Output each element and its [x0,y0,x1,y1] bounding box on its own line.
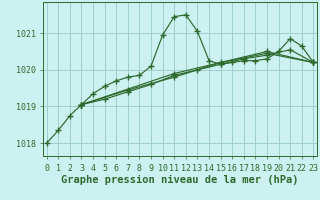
X-axis label: Graphe pression niveau de la mer (hPa): Graphe pression niveau de la mer (hPa) [61,175,299,185]
